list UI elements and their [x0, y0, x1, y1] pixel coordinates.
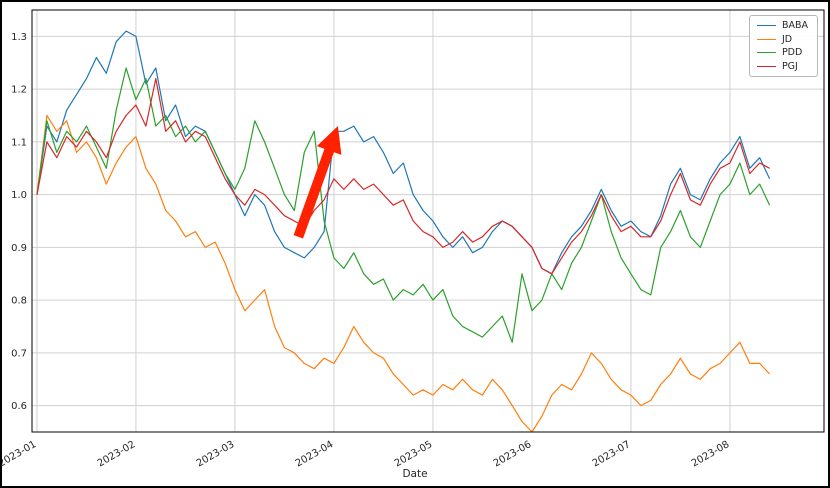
- series-line-pgj: [36, 77, 770, 275]
- x-tick-label: 2023-04: [294, 439, 336, 469]
- legend-label-pdd: PDD: [781, 47, 803, 58]
- x-axis-title: Date: [402, 468, 428, 480]
- y-tick-label: 1.2: [11, 85, 27, 96]
- series-line-baba: [36, 30, 771, 275]
- x-tick-label: 2023-07: [591, 439, 633, 469]
- x-tick-label: 2023-05: [393, 439, 435, 469]
- baba-line-swatch: [756, 25, 776, 27]
- y-tick-label: 1.1: [11, 137, 27, 148]
- x-tick-label: 2023-02: [96, 439, 138, 469]
- jd-line-swatch: [756, 38, 776, 40]
- legend-item-baba: BABA: [756, 20, 808, 31]
- legend-item-pgj: PGJ: [756, 60, 808, 72]
- legend-item-pdd: PDD: [756, 47, 808, 58]
- x-tick-label: 2023-03: [195, 439, 237, 469]
- x-tick-label: 2023-08: [690, 439, 732, 469]
- x-tick-label: 2023-01: [2, 439, 38, 469]
- legend-label-jd: JD: [781, 33, 793, 45]
- y-tick-label: 0.9: [11, 243, 27, 254]
- legend: BABA JD PDD PGJ: [748, 15, 818, 77]
- y-tick-label: 0.8: [11, 296, 27, 307]
- y-tick-label: 1.3: [11, 32, 27, 43]
- y-tick-label: 0.7: [11, 348, 27, 359]
- legend-item-jd: JD: [756, 33, 808, 45]
- annotation-arrow-shaft: [293, 146, 335, 239]
- x-tick-label: 2023-06: [492, 439, 534, 469]
- y-tick-label: 0.6: [11, 401, 27, 412]
- annotation-arrow-head: [316, 126, 342, 155]
- y-tick-label: 1.0: [11, 190, 27, 201]
- pdd-line-swatch: [756, 52, 776, 54]
- plot-frame: [31, 9, 825, 433]
- legend-label-pgj: PGJ: [781, 60, 798, 72]
- series-line-pdd: [36, 67, 771, 343]
- legend-label-baba: BABA: [781, 20, 808, 31]
- pgj-line-swatch: [756, 65, 776, 67]
- series-line-jd: [36, 114, 771, 433]
